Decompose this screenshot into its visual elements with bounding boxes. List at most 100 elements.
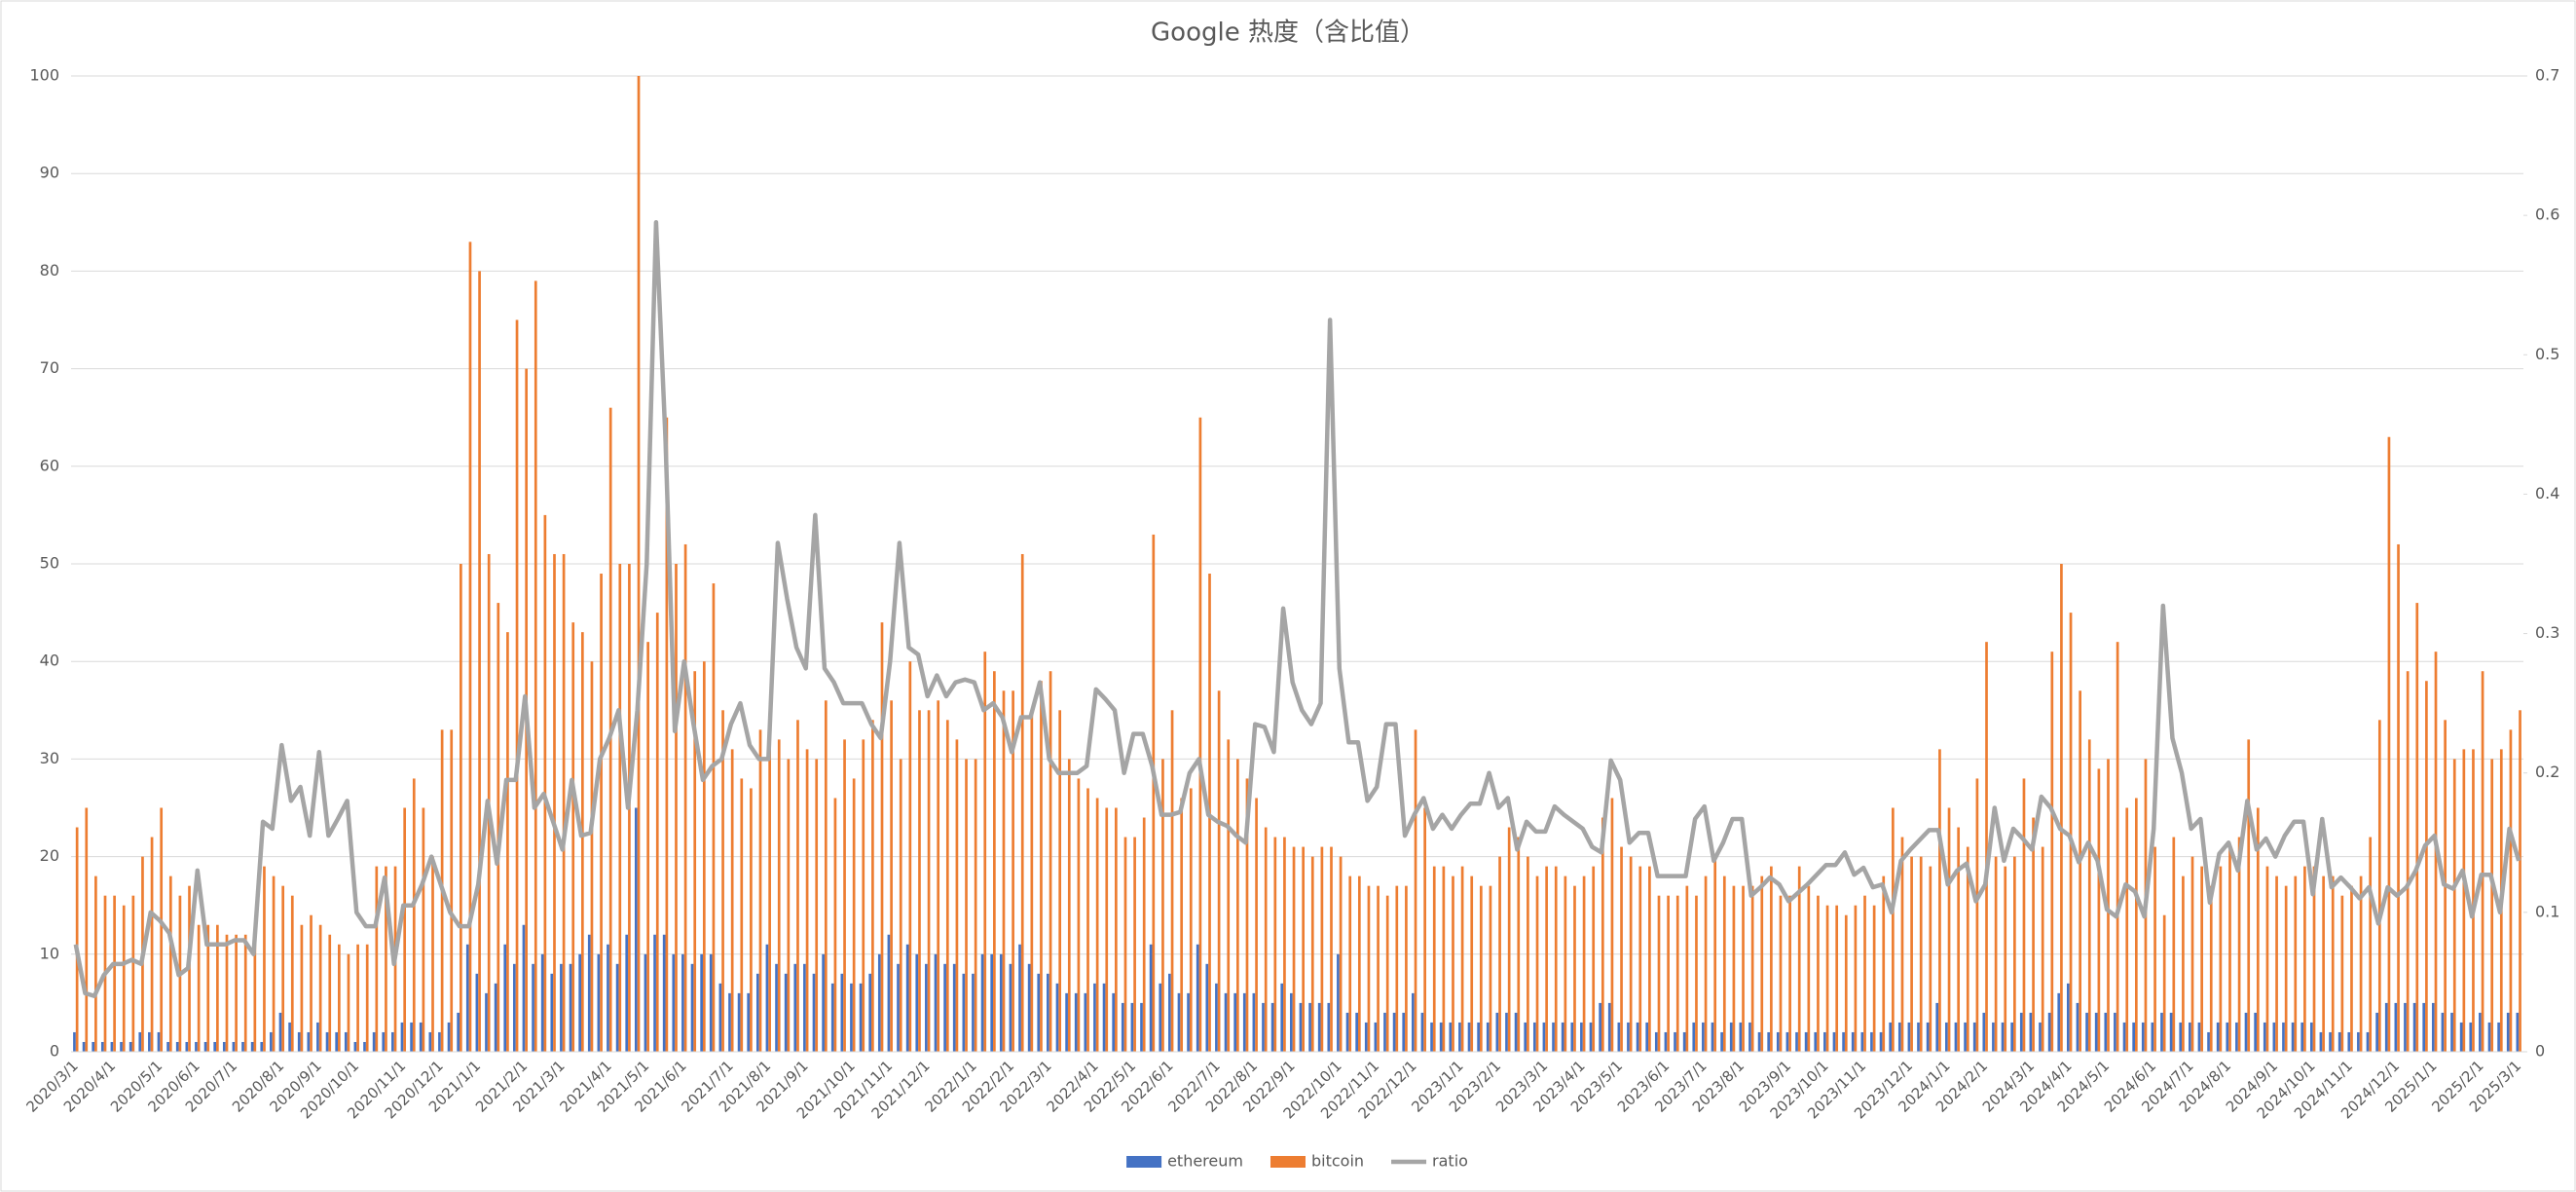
bar bbox=[2322, 875, 2325, 1052]
bar bbox=[203, 1041, 207, 1052]
bar bbox=[2122, 1022, 2126, 1052]
bar bbox=[1552, 1022, 1555, 1052]
bar bbox=[2337, 1031, 2341, 1052]
bar bbox=[1242, 992, 1246, 1052]
bar bbox=[1299, 1002, 1303, 1052]
bar bbox=[1180, 798, 1184, 1052]
bar bbox=[522, 924, 526, 1052]
y-tick-label: 30 bbox=[40, 749, 59, 767]
legend-swatch bbox=[1270, 1156, 1306, 1168]
bar bbox=[1807, 885, 1811, 1052]
bar bbox=[281, 885, 285, 1052]
legend-label: ethereum bbox=[1167, 1152, 1243, 1171]
bar bbox=[578, 953, 581, 1052]
bar bbox=[2469, 1022, 2473, 1052]
bar bbox=[1432, 866, 1436, 1052]
bar bbox=[934, 953, 938, 1052]
bar bbox=[1627, 1022, 1630, 1052]
bar bbox=[216, 924, 219, 1052]
bar bbox=[372, 1031, 376, 1052]
bar bbox=[2047, 1012, 2051, 1052]
bar bbox=[1086, 788, 1089, 1052]
bar bbox=[1498, 856, 1501, 1052]
bar bbox=[2151, 1022, 2154, 1052]
bar bbox=[1049, 671, 1052, 1052]
bar bbox=[347, 953, 350, 1052]
bar bbox=[2265, 866, 2269, 1052]
bar bbox=[1423, 807, 1426, 1052]
bar bbox=[1310, 856, 1314, 1052]
bar bbox=[2450, 1012, 2453, 1052]
bar bbox=[1115, 807, 1118, 1052]
bar bbox=[1610, 798, 1614, 1052]
bar bbox=[1074, 992, 1078, 1052]
bar bbox=[1327, 1002, 1331, 1052]
bar bbox=[1854, 905, 1858, 1052]
bar bbox=[587, 934, 591, 1052]
bar bbox=[1067, 759, 1071, 1052]
bar bbox=[532, 963, 534, 1052]
bar bbox=[1825, 905, 1829, 1052]
bar bbox=[1664, 1031, 1668, 1052]
bar bbox=[1161, 759, 1164, 1052]
bar bbox=[2347, 1031, 2351, 1052]
bar bbox=[512, 963, 516, 1052]
bar bbox=[1938, 749, 1941, 1052]
bar bbox=[2162, 914, 2166, 1052]
bar bbox=[1919, 856, 1923, 1052]
bar bbox=[1405, 885, 1408, 1052]
bar bbox=[1601, 817, 1604, 1052]
bar bbox=[1638, 866, 1642, 1052]
bar bbox=[2209, 885, 2213, 1052]
bar bbox=[175, 1041, 179, 1052]
bar bbox=[2441, 1012, 2445, 1052]
bar bbox=[2479, 1012, 2482, 1052]
bar bbox=[569, 963, 572, 1052]
bar bbox=[213, 1041, 217, 1052]
bar bbox=[1823, 1031, 1826, 1052]
bar bbox=[1620, 846, 1623, 1052]
bar bbox=[1439, 1022, 1443, 1052]
y-tick-label: 60 bbox=[40, 456, 59, 474]
bar bbox=[1860, 1031, 1864, 1052]
bar bbox=[1027, 963, 1031, 1052]
bar bbox=[646, 642, 649, 1052]
bar bbox=[382, 1031, 386, 1052]
bar bbox=[2272, 1022, 2276, 1052]
bar bbox=[1682, 1031, 1686, 1052]
bar bbox=[1280, 983, 1284, 1052]
bar bbox=[1842, 1031, 1845, 1052]
bar bbox=[1985, 642, 1988, 1052]
bar bbox=[385, 866, 387, 1052]
bar bbox=[2190, 856, 2194, 1052]
bar bbox=[550, 973, 554, 1052]
bar bbox=[2069, 613, 2073, 1052]
bar bbox=[1685, 885, 1689, 1052]
bar bbox=[1348, 875, 1352, 1052]
y2-tick-label: 0.2 bbox=[2535, 763, 2559, 781]
bar bbox=[2506, 1012, 2510, 1052]
bar bbox=[1377, 885, 1380, 1052]
bar bbox=[1152, 534, 1156, 1052]
bar bbox=[943, 963, 946, 1052]
bar bbox=[796, 720, 799, 1052]
bar bbox=[2039, 1022, 2042, 1052]
bar bbox=[1479, 885, 1483, 1052]
bar bbox=[1364, 1022, 1368, 1052]
bar bbox=[344, 1031, 348, 1052]
bar bbox=[2254, 1012, 2257, 1052]
bar bbox=[905, 944, 909, 1052]
bar bbox=[1897, 1022, 1901, 1052]
bar bbox=[1954, 1022, 1958, 1052]
bar bbox=[1554, 866, 1558, 1052]
bar bbox=[310, 914, 313, 1052]
bar bbox=[965, 759, 968, 1052]
bar bbox=[297, 1031, 301, 1052]
bar bbox=[2350, 885, 2353, 1052]
bar bbox=[1009, 963, 1012, 1052]
bar bbox=[2160, 1012, 2163, 1052]
bar bbox=[113, 895, 116, 1052]
bar bbox=[1093, 983, 1096, 1052]
bar bbox=[1374, 1022, 1378, 1052]
bar bbox=[1926, 1022, 1930, 1052]
